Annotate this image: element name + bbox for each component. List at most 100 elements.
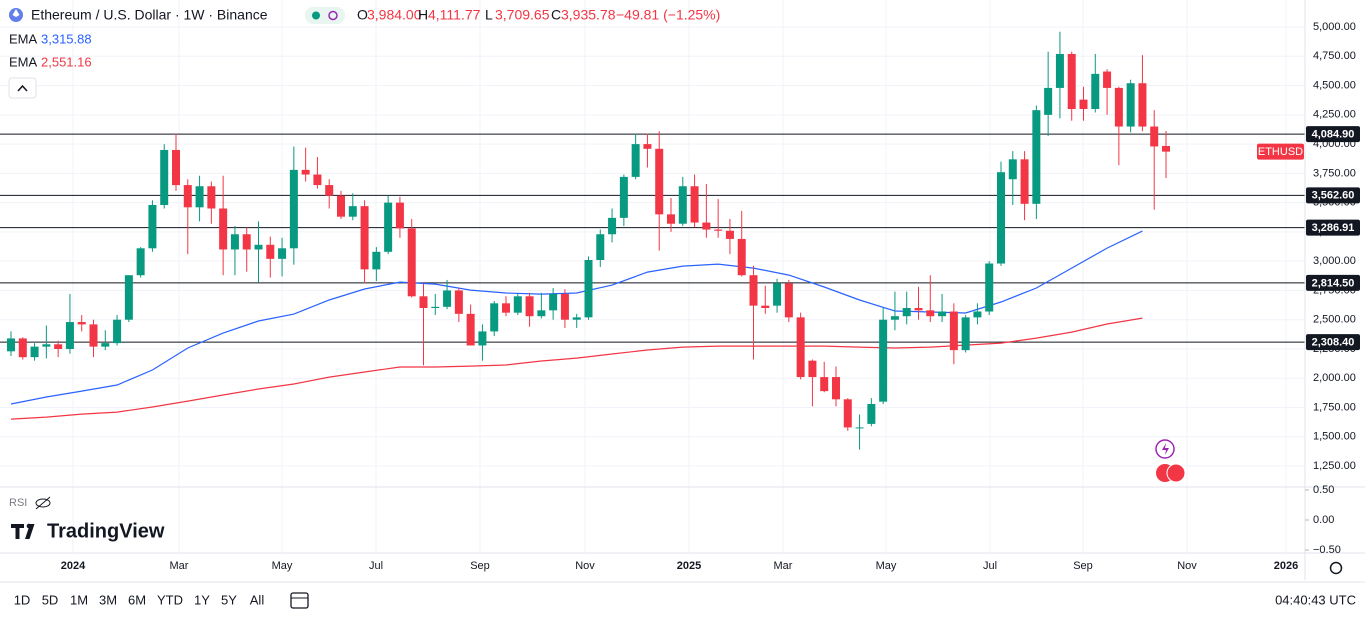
candle-body	[148, 204, 157, 249]
candle-body	[454, 290, 463, 314]
candle-body	[549, 293, 558, 311]
candle-body	[195, 186, 204, 208]
level-label: 2,308.40	[1312, 337, 1355, 349]
candle-body	[407, 228, 416, 297]
x-tick-label: Nov	[575, 560, 595, 572]
economic-event-icon[interactable]	[1166, 463, 1186, 483]
x-tick-label: May	[876, 560, 897, 572]
collapse-button[interactable]	[8, 77, 37, 99]
candle-body	[42, 344, 51, 347]
candle-body	[466, 313, 475, 346]
candle-body	[714, 229, 723, 231]
candle-body	[419, 296, 428, 309]
candle-body	[360, 206, 369, 270]
candle-body	[997, 172, 1005, 264]
candle-body	[266, 244, 275, 259]
event-icon-glyph	[1162, 443, 1169, 455]
ohlc-value: 4,111.77	[428, 7, 481, 23]
level-label: 3,562.60	[1312, 190, 1355, 202]
candle-body	[784, 283, 793, 318]
change: −49.81 (−1.25%)	[616, 7, 720, 23]
range-button[interactable]: YTD	[157, 592, 183, 607]
level-tag	[1306, 187, 1360, 204]
ohlc-key: C	[551, 7, 561, 23]
status-dot	[312, 11, 320, 20]
candle-body	[136, 248, 145, 276]
candle-body	[54, 344, 63, 349]
range-button[interactable]: 1D	[14, 592, 31, 607]
range-button[interactable]: All	[250, 592, 265, 607]
candle-body	[1138, 83, 1147, 127]
candle-body	[525, 296, 534, 317]
candle-body	[1114, 87, 1123, 127]
candle-body	[7, 338, 15, 352]
logo-text: TradingView	[47, 520, 165, 542]
candle-body	[101, 343, 110, 347]
candle-body	[796, 317, 805, 378]
range-button[interactable]: 1Y	[194, 592, 210, 607]
candle-body	[1032, 110, 1041, 204]
candle-body	[1103, 71, 1112, 88]
candle-body	[631, 144, 640, 177]
x-tick-label: Jul	[369, 560, 383, 572]
candle-body	[313, 174, 322, 186]
candle-body	[938, 311, 947, 317]
ohlc-value: 3,709.65	[495, 7, 550, 23]
level-label: 4,084.90	[1312, 129, 1355, 141]
status-badge[interactable]	[305, 7, 345, 24]
candle-body	[1150, 126, 1159, 147]
candle-body	[890, 316, 899, 320]
range-button[interactable]: 5D	[42, 592, 59, 607]
candle-body	[584, 260, 593, 318]
candle-body	[337, 195, 345, 217]
candle-body	[254, 244, 263, 250]
x-tick-label: Mar	[774, 560, 793, 572]
level-tag	[1306, 274, 1360, 291]
level-tag	[1306, 334, 1360, 351]
y-tick-label: 5,000.00	[1313, 21, 1356, 33]
date-range-icon[interactable]	[290, 592, 309, 609]
settings-icon[interactable]	[1329, 561, 1343, 575]
range-button[interactable]: 6M	[128, 592, 146, 607]
indicator-name: EMA	[9, 54, 38, 69]
ohlc-value: 3,935.78	[561, 7, 616, 23]
y-tick-label: 0.00	[1313, 514, 1334, 526]
candle-body	[490, 303, 499, 332]
candle-body	[537, 310, 546, 317]
candle-body	[678, 186, 687, 224]
x-tick-label: May	[272, 560, 293, 572]
candle-body	[278, 248, 287, 259]
candle-body	[773, 283, 782, 306]
candle-body	[113, 319, 122, 344]
candle-body	[325, 185, 334, 196]
x-tick-label: 2026	[1274, 560, 1298, 572]
candle-body	[725, 230, 734, 239]
range-button[interactable]: 3M	[99, 592, 117, 607]
rsi-label: RSI	[9, 497, 27, 509]
range-button[interactable]: 1M	[70, 592, 88, 607]
level-tag	[1306, 219, 1360, 236]
candle-body	[219, 208, 228, 250]
candle-body	[1055, 53, 1064, 88]
candle-body	[820, 377, 829, 392]
y-tick-label: 2,000.00	[1313, 372, 1356, 384]
logo-dot	[26, 523, 32, 529]
candle-body	[961, 317, 970, 351]
range-button[interactable]: 5Y	[221, 592, 237, 607]
collapse-icon	[17, 84, 28, 92]
ohlc-legend: O 3,984.00H 4,111.77 L 3,709.65 C 3,935.78 −49.…	[357, 7, 720, 23]
y-tick-label: 1,250.00	[1313, 460, 1356, 472]
candle-body	[867, 403, 876, 424]
y-tick-label: 1,750.00	[1313, 401, 1356, 413]
x-tick-label: Mar	[170, 560, 189, 572]
candle-body	[973, 311, 982, 318]
candle-body	[18, 338, 27, 358]
candle-body	[172, 149, 180, 186]
candle-body	[702, 222, 711, 230]
candle-body	[808, 360, 817, 378]
candle-body	[502, 303, 510, 313]
hide-icon[interactable]	[35, 498, 51, 508]
y-tick-label: 4,750.00	[1313, 50, 1356, 62]
y-tick-label: 0.50	[1313, 484, 1334, 496]
